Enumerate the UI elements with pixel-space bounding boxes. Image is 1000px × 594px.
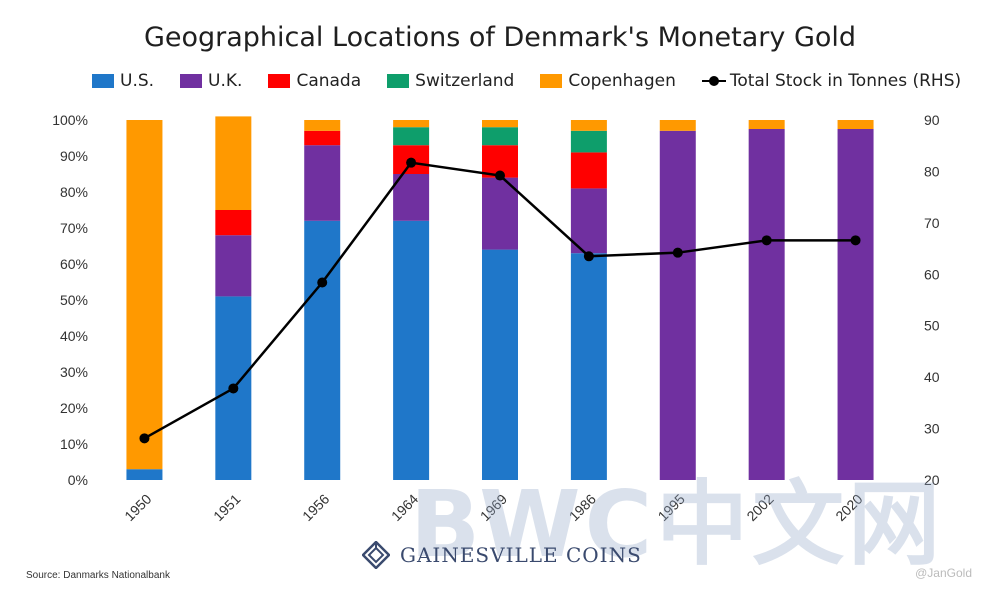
bar-segment-1964-us: [393, 220, 430, 481]
y-left-tick-label: 90%: [60, 148, 88, 164]
y-left-tick-label: 100%: [52, 112, 88, 128]
legend-label-us: U.S.: [120, 71, 155, 91]
bar-segment-1969-copenhagen: [482, 120, 518, 128]
bar-segment-1995-uk: [659, 130, 696, 481]
legend-item-canada: Canada: [268, 71, 361, 91]
bar-segment-2002-copenhagen: [748, 120, 785, 129]
bar-segment-2020-uk: [837, 129, 874, 480]
bar-segment-1969-switzerland: [482, 127, 518, 146]
y-axis-left: 0% 10% 20% 30% 40% 50% 60% 70% 80% 90% 100%: [52, 112, 88, 488]
bar-segment-1986-canada: [570, 152, 607, 189]
y-left-tick-label: 30%: [60, 364, 88, 380]
legend-line-marker-icon: [701, 74, 726, 88]
bar-segment-1956-canada: [304, 130, 341, 146]
legend-item-switzerland: Switzerland: [387, 71, 514, 91]
y-left-tick-label: 20%: [60, 400, 88, 416]
total-stock-point-2020: [850, 235, 861, 246]
total-stock-point-1986: [583, 251, 594, 262]
bar-segment-2020-copenhagen: [837, 120, 874, 129]
x-tick-label-1950: 1950: [121, 491, 154, 524]
legend-item-uk: U.K.: [180, 71, 242, 91]
legend-swatch-uk: [180, 74, 203, 88]
chart-title: Geographical Locations of Denmark's Mone…: [143, 22, 857, 53]
bar-segment-1951-uk: [215, 235, 252, 297]
y-axis-right: 20 30 40 50 60 70 80 90: [924, 112, 940, 488]
y-left-tick-label: 70%: [60, 220, 88, 236]
bar-segment-1964-copenhagen: [393, 120, 430, 128]
y-right-tick-label: 90: [924, 112, 940, 128]
legend-swatch-switzerland: [387, 74, 410, 88]
total-stock-point-1995: [672, 247, 683, 258]
y-left-tick-label: 60%: [60, 256, 88, 272]
source-note: Source: Danmarks Nationalbank: [26, 570, 170, 581]
y-left-tick-label: 80%: [60, 184, 88, 200]
bar-segment-1964-uk: [393, 174, 430, 221]
y-left-tick-label: 0%: [68, 472, 88, 488]
y-right-tick-label: 80: [924, 163, 940, 179]
bar-segment-1964-switzerland: [393, 127, 430, 146]
bar-segment-1950-copenhagen: [126, 120, 163, 470]
total-stock-point-1956: [317, 277, 328, 288]
legend-label-copenhagen: Copenhagen: [568, 71, 676, 91]
y-right-tick-label: 60: [924, 266, 940, 282]
bar-segment-1986-copenhagen: [570, 120, 607, 131]
y-left-tick-label: 50%: [60, 292, 88, 308]
y-right-tick-label: 70: [924, 215, 940, 231]
y-right-tick-label: 20: [924, 472, 940, 488]
line-layer: [139, 157, 861, 444]
logo-text: GAINESVILLE COINS: [400, 543, 642, 567]
watermark: BWC中文网: [410, 471, 945, 578]
bar-segment-1995-copenhagen: [659, 120, 696, 131]
bar-segment-1986-uk: [570, 188, 607, 254]
legend-item-copenhagen: Copenhagen: [540, 71, 676, 91]
bar-segment-1950-us: [126, 469, 163, 480]
y-right-tick-label: 40: [924, 369, 940, 385]
y-left-tick-label: 40%: [60, 328, 88, 344]
bar-segment-1956-us: [304, 220, 341, 481]
legend-swatch-copenhagen: [540, 74, 563, 88]
bar-segment-1969-us: [482, 249, 518, 480]
y-left-tick-label: 10%: [60, 436, 88, 452]
bar-segment-1969-uk: [482, 177, 518, 250]
bar-segment-1986-switzerland: [570, 130, 607, 153]
total-stock-point-1950: [139, 433, 150, 444]
legend-item-total-stock: Total Stock in Tonnes (RHS): [701, 71, 962, 91]
bar-layer: [126, 116, 874, 481]
bar-segment-1986-us: [570, 253, 607, 480]
total-stock-point-2002: [761, 235, 772, 246]
legend-swatch-canada: [268, 74, 291, 88]
legend-label-uk: U.K.: [208, 71, 243, 91]
chart-legend: U.S. U.K. Canada Switzerland Copenhagen …: [92, 70, 987, 92]
bar-segment-1956-copenhagen: [304, 120, 341, 131]
legend-swatch-us: [92, 74, 114, 88]
total-stock-point-1969: [495, 170, 505, 181]
y-right-tick-label: 30: [924, 421, 940, 437]
x-tick-label-1956: 1956: [299, 491, 332, 524]
gainesville-logo-icon: [362, 541, 390, 569]
y-right-tick-label: 50: [924, 318, 940, 334]
x-tick-label-1951: 1951: [210, 491, 243, 524]
credit-watermark: @JanGold: [915, 566, 972, 580]
gainesville-coins-logo: GAINESVILLE COINS: [362, 541, 642, 569]
legend-label-switzerland: Switzerland: [415, 71, 515, 91]
legend-label-total-stock: Total Stock in Tonnes (RHS): [729, 71, 962, 91]
bar-segment-1951-canada: [215, 210, 252, 236]
bar-segment-1956-uk: [304, 145, 341, 221]
legend-label-canada: Canada: [296, 71, 362, 91]
total-stock-point-1951: [228, 383, 239, 394]
total-stock-point-1964: [406, 157, 417, 168]
bar-segment-1951-copenhagen: [215, 116, 252, 210]
legend-item-us: U.S.: [92, 71, 154, 91]
bar-segment-2002-uk: [748, 129, 785, 480]
